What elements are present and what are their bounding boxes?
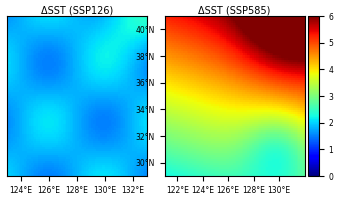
Title: ΔSST (SSP585): ΔSST (SSP585) xyxy=(198,5,271,15)
Title: ΔSST (SSP126): ΔSST (SSP126) xyxy=(41,5,113,15)
